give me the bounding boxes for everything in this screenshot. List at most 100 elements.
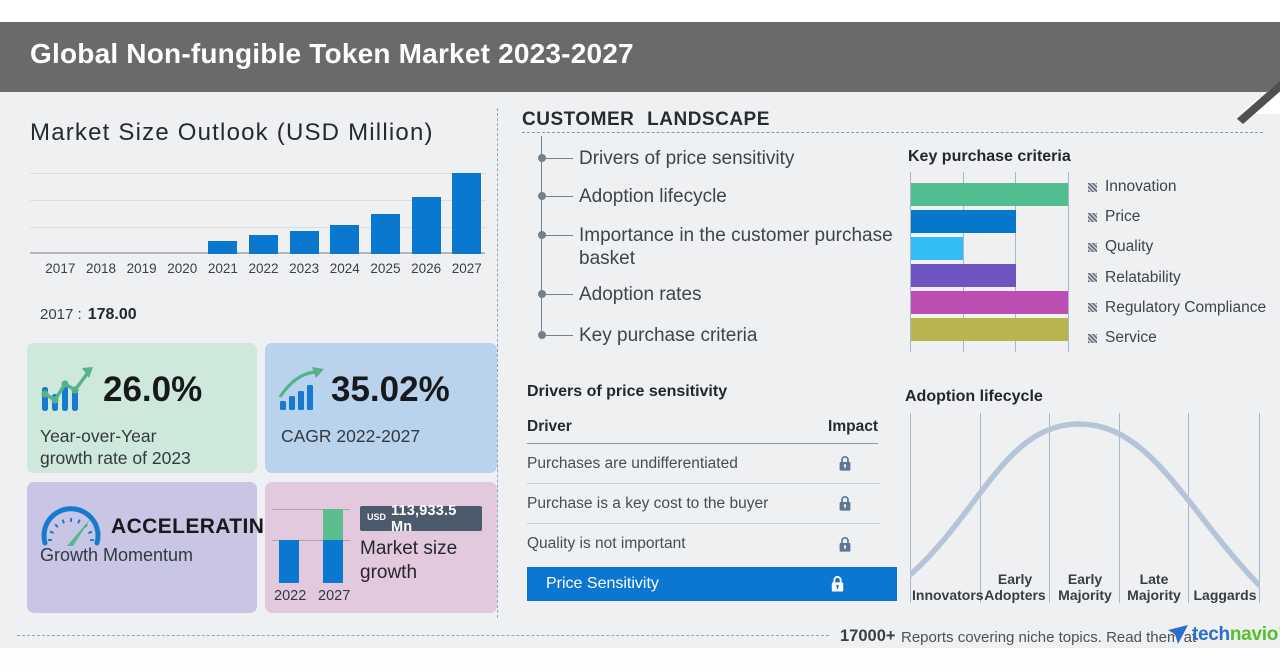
momentum-label: Growth Momentum [40,545,194,565]
stage-divider [910,413,911,603]
cagr-value: 35.02% [331,370,450,409]
bar-2026 [411,197,441,254]
currency-label: USD [367,511,387,522]
market-size-growth-card: 2022 2027 USD 113,933.5 Mn Market size g… [265,482,497,613]
stage-divider [1188,413,1189,603]
footer-text: Reports covering niche topics. Read them… [901,629,1197,646]
x-axis-label: 2027 [451,261,482,276]
market-size-bar-chart-bars [40,173,487,254]
key-purchase-criteria-title: Key purchase criteria [908,148,1071,165]
lock-icon [839,536,851,552]
usd-value-badge: USD 113,933.5 Mn [360,503,482,535]
landscape-item: Adoption rates [537,283,702,306]
hatch-marker-icon [1088,273,1097,283]
driver-row: Quality is not important [527,524,880,564]
x-axis-label: 2023 [289,261,320,276]
mini-bar-2022 [279,540,299,583]
stage-divider [980,413,981,603]
trademark-symbol: ™ [1278,626,1280,635]
cagr-label: CAGR 2022-2027 [281,426,421,446]
hatch-marker-icon [1088,333,1097,343]
stage-divider [1119,413,1120,603]
market-outlook-title: Market Size Outlook (USD Million) [30,119,434,146]
landscape-item: Adoption lifecycle [537,185,727,208]
bar-2023 [289,231,319,254]
landscape-item: Key purchase criteria [537,324,757,347]
hatch-marker-icon [1088,182,1097,192]
baseline-note-year: 2017 : [40,306,82,323]
growth-momentum-card: ACCELERATING Growth Momentum [27,482,281,613]
x-axis-label: 2017 [45,261,76,276]
hatch-marker-icon [1088,212,1097,222]
x-axis-label: 2026 [411,261,442,276]
gridline [962,172,964,352]
purchase-criteria-chart [910,172,1069,352]
bar-column [121,173,162,254]
footer-dashed-line [17,635,829,636]
baseline-note-value: 178.00 [87,306,137,323]
gridline [30,173,485,174]
gridline [1068,172,1069,352]
hatch-marker-icon [1088,242,1097,252]
mini-year-right: 2027 [318,588,351,604]
stage-divider [1049,413,1050,603]
legend-item: Service [1088,323,1266,353]
customer-landscape-underline [522,132,1263,133]
x-axis-label: 2025 [370,261,401,276]
driver-column-header: Driver [527,418,572,435]
lock-icon [839,456,851,471]
title-banner: Global Non-fungible Token Market 2023-20… [0,22,1280,124]
growth-amount: 113,933.5 Mn [391,502,457,535]
mini-year-left: 2022 [274,588,307,604]
landscape-item: Importance in the customer purchase bask… [537,224,901,270]
bar-2022 [249,235,279,254]
bar-column [81,173,122,254]
bar-2027 [452,173,482,254]
hbar-regulatory-compliance [911,291,1068,314]
driver-row: Purchase is a key cost to the buyer [527,484,880,524]
hbar-relatability [911,264,1016,287]
bottom-white-strip [0,648,1280,670]
purchase-criteria-bars [911,183,1068,345]
mini-bar-2027-base [323,540,343,583]
hbar-price [911,210,1016,233]
brand-part-navio: navio [1229,624,1278,645]
technavio-arrow-icon [1168,625,1188,644]
price-sensitivity-label: Price Sensitivity [546,575,659,592]
mini-bar-2027-growth [323,509,343,541]
stage-label: Innovators [912,587,984,603]
legend-item: Quality [1088,232,1266,262]
yoy-growth-value: 26.0% [103,370,203,409]
brand-part-tech: tech [1192,624,1230,645]
driver-row: Purchases are undifferentiated [527,444,880,484]
bar-column [243,173,284,254]
page-title: Global Non-fungible Token Market 2023-20… [30,38,634,69]
price-sensitivity-row: Price Sensitivity [527,567,897,601]
adoption-lifecycle-title: Adoption lifecycle [905,388,1043,405]
gridline [30,227,485,228]
bar-2021 [208,241,238,254]
bar-chart-trend-icon [41,367,93,411]
stage-label: Late Majority [1127,571,1181,603]
speedometer-icon [41,506,101,546]
legend-item: Innovation [1088,172,1266,202]
hbar-quality [911,237,964,260]
technavio-logo: technavio™ [1168,624,1280,646]
stage-label: Early Majority [1058,571,1112,603]
baseline-note: 2017 : 178.00 [40,306,137,324]
x-axis-label: 2022 [248,261,279,276]
x-axis-label: 2024 [329,261,360,276]
connector-line [541,335,573,336]
bar-column [162,173,203,254]
stage-divider [1259,413,1260,603]
gridline [1015,172,1017,352]
legend-item: Price [1088,202,1266,232]
connector-line [541,235,573,236]
market-size-bar-chart-labels: 2017 2018 2019 2020 2021 2022 2023 2024 2025 2026… [40,261,487,276]
bar-2025 [370,214,400,254]
purchase-criteria-legend: Innovation Price Quality Relatability Re… [1088,172,1266,353]
bar-2024 [330,224,360,254]
x-axis-label: 2019 [126,261,157,276]
drivers-table-header: Driver Impact [527,418,878,444]
